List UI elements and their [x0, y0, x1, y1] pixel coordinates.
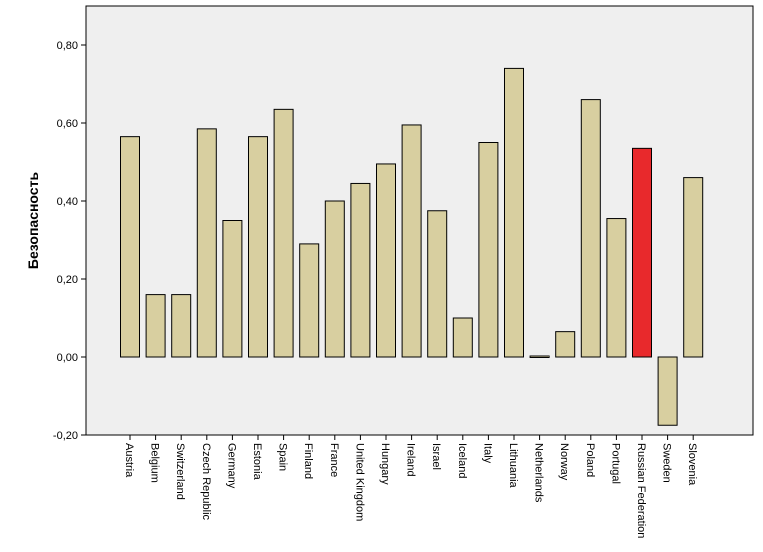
x-tick-label: Belgium — [149, 443, 161, 483]
y-tick-label: 0,80 — [57, 40, 78, 52]
bar-austria — [120, 136, 140, 358]
x-axis-labels: Austria Belgium Switzerland Czech Republic G… — [123, 435, 698, 538]
y-tick-label: -0,20 — [53, 430, 78, 442]
x-tick-label: Netherlands — [533, 443, 545, 503]
bar-belgium — [145, 294, 166, 358]
y-tick-label: 0,20 — [57, 274, 78, 286]
bar-lithuania — [504, 67, 524, 358]
y-tick-label: 0,40 — [57, 196, 78, 208]
x-tick-label: Estonia — [251, 443, 263, 481]
bar-italy — [478, 142, 499, 358]
bar-iceland — [452, 317, 473, 358]
bar-slovenia — [683, 177, 704, 358]
x-tick-label: Spain — [277, 443, 289, 471]
x-tick-label: Hungary — [379, 443, 391, 485]
bar-spain — [273, 108, 294, 358]
y-tick-label: 0,00 — [57, 352, 78, 364]
bar-portugal — [606, 218, 627, 358]
bar-united-kingdom — [350, 182, 371, 358]
x-tick-label: Lithuania — [507, 443, 519, 489]
bar-hungary — [376, 163, 396, 358]
bar-poland — [580, 99, 601, 358]
bar-finland — [299, 243, 320, 358]
y-tick-label: 0,60 — [57, 118, 78, 130]
x-tick-label: Slovenia — [686, 443, 698, 486]
y-axis-title: Безопасность — [25, 172, 41, 270]
x-tick-label: United Kingdom — [353, 443, 365, 521]
bar-ireland — [401, 124, 422, 358]
bar-germany — [222, 220, 243, 358]
bar-netherlands — [529, 355, 550, 358]
x-tick-label: Czech Republic — [200, 443, 212, 521]
x-tick-label: Ireland — [405, 443, 417, 477]
bar-czech-republic — [196, 128, 217, 358]
bar-france — [324, 200, 345, 358]
bar-israel — [427, 210, 448, 358]
y-axis: -0,20 0,00 0,20 0,40 0,60 0,80 — [53, 40, 86, 442]
x-tick-label: Iceland — [456, 443, 468, 478]
bar-norway — [555, 331, 576, 358]
x-tick-label: Switzerland — [174, 443, 186, 500]
x-tick-label: France — [328, 443, 340, 477]
x-tick-label: Israel — [430, 443, 442, 470]
x-tick-label: Poland — [584, 443, 596, 477]
x-tick-label: Portugal — [609, 443, 621, 484]
x-tick-label: Sweden — [661, 443, 673, 483]
bar-estonia — [248, 136, 268, 358]
x-tick-label: Germany — [225, 443, 237, 489]
bars — [120, 67, 704, 426]
x-tick-label: Italy — [481, 443, 493, 464]
bar-sweden — [657, 356, 678, 426]
x-tick-label: Norway — [558, 443, 570, 481]
x-tick-label: Austria — [123, 443, 135, 478]
bar-switzerland — [171, 294, 192, 358]
x-tick-label: Russian Federation — [635, 443, 647, 538]
bar-russian-federation — [632, 147, 652, 358]
x-tick-label: Finland — [302, 443, 314, 479]
